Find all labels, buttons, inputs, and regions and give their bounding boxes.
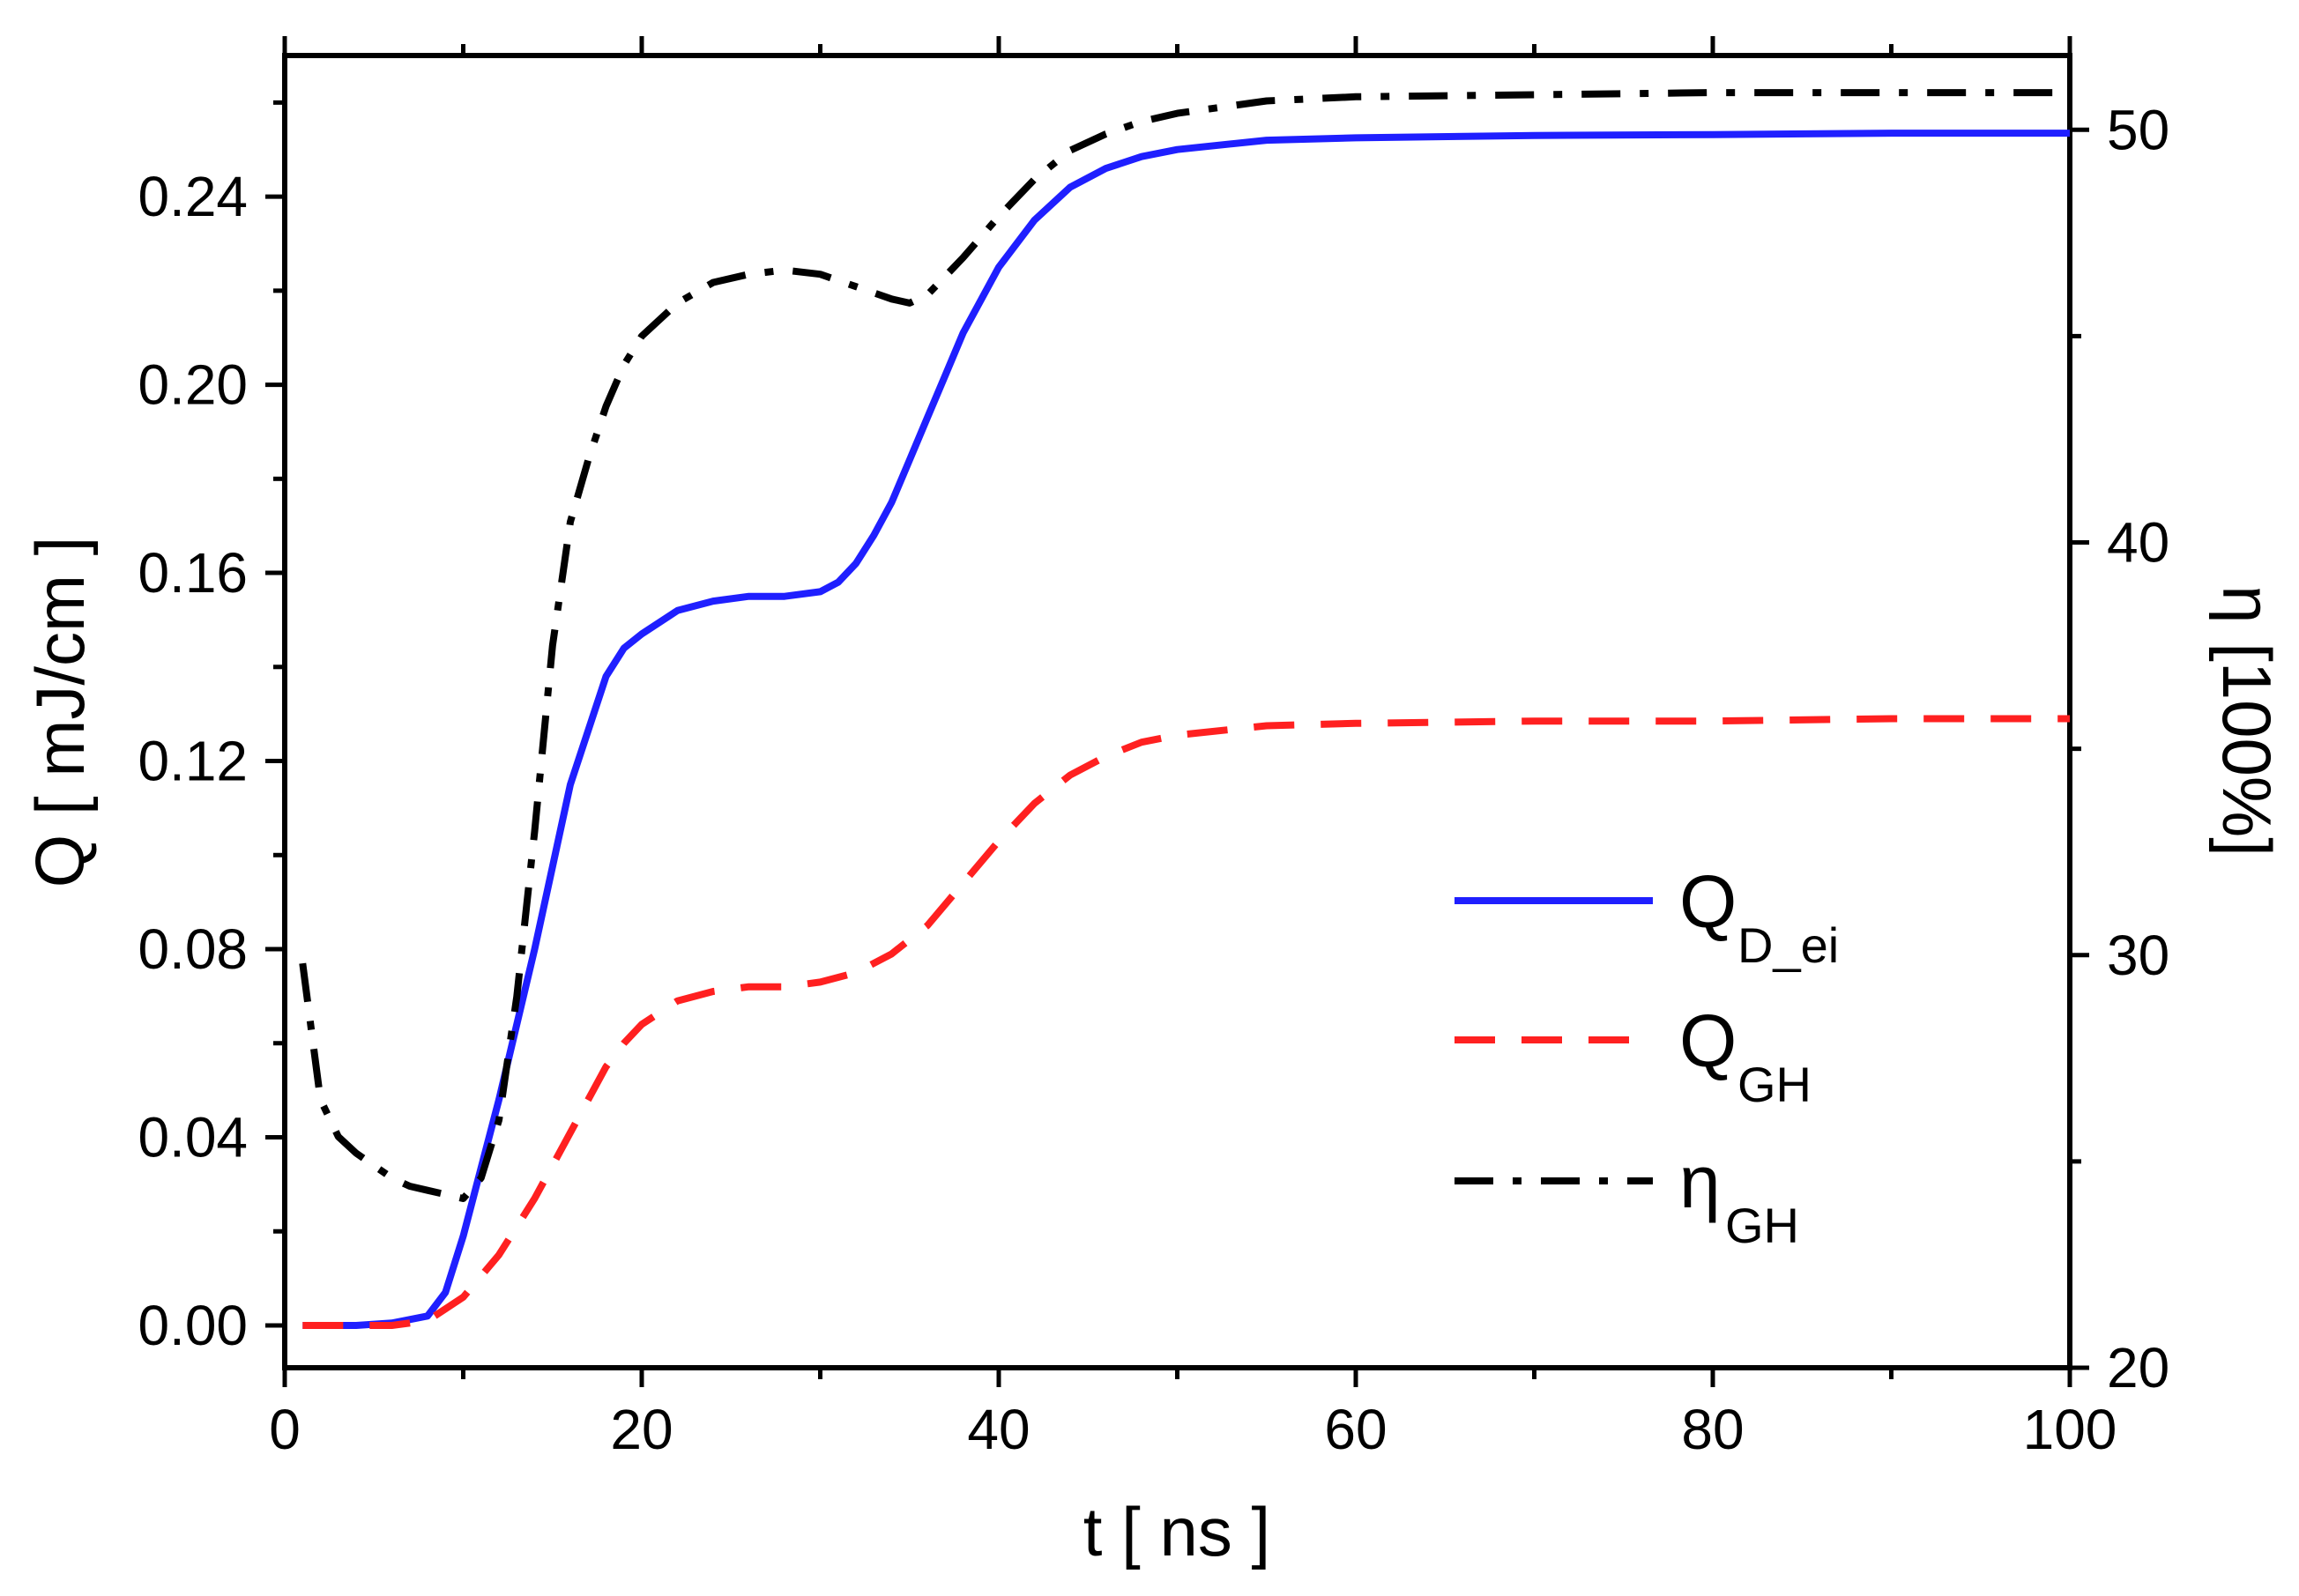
- plot-frame: [282, 53, 2072, 1370]
- y-left-tick-label: 0.24: [138, 165, 248, 228]
- tick-labels: 0 20 40 60 80 100 0.00 0.04 0.08 0.12 0.16 0.20 0.24…: [138, 98, 2169, 1461]
- x-tick-label: 20: [610, 1398, 673, 1461]
- y-right-tick-label: 40: [2107, 511, 2169, 575]
- legend-label: Q: [1679, 999, 1737, 1082]
- series-line--gh: [299, 89, 2070, 1202]
- x-tick-label: 40: [967, 1398, 1030, 1461]
- y-left-tick-label: 0.20: [138, 353, 248, 417]
- y-left-tick-label: 0.08: [138, 917, 248, 981]
- series-line-q-d-ei: [302, 130, 2070, 1329]
- x-tick-label: 100: [2023, 1398, 2117, 1461]
- x-axis-title: t [ ns ]: [1083, 1493, 1270, 1570]
- legend-label: η: [1679, 1140, 1721, 1223]
- x-tick-label: 80: [1681, 1398, 1744, 1461]
- legend-label: Q: [1679, 860, 1737, 943]
- y-right-tick-label: 50: [2107, 98, 2169, 161]
- legend-sublabel: GH: [1737, 1057, 1812, 1112]
- y-left-tick-label: 0.04: [138, 1105, 248, 1169]
- y-left-tick-label: 0.16: [138, 541, 248, 605]
- series-line-q-gh: [302, 715, 2070, 1329]
- legend-sublabel: GH: [1725, 1198, 1799, 1253]
- x-tick-label: 0: [269, 1398, 301, 1461]
- tick-marks: [265, 36, 2089, 1387]
- x-tick-label: 60: [1324, 1398, 1387, 1461]
- y-right-axis-title: η [100%]: [2208, 585, 2286, 857]
- legend-sublabel: D_ei: [1737, 917, 1839, 973]
- series-layer: [299, 89, 2070, 1329]
- y-left-tick-label: 0.00: [138, 1294, 248, 1357]
- y-right-tick-label: 30: [2107, 924, 2169, 987]
- y-right-tick-label: 20: [2107, 1336, 2169, 1399]
- y-left-axis-title: Q [ mJ/cm ]: [21, 537, 99, 888]
- y-left-tick-label: 0.12: [138, 730, 248, 793]
